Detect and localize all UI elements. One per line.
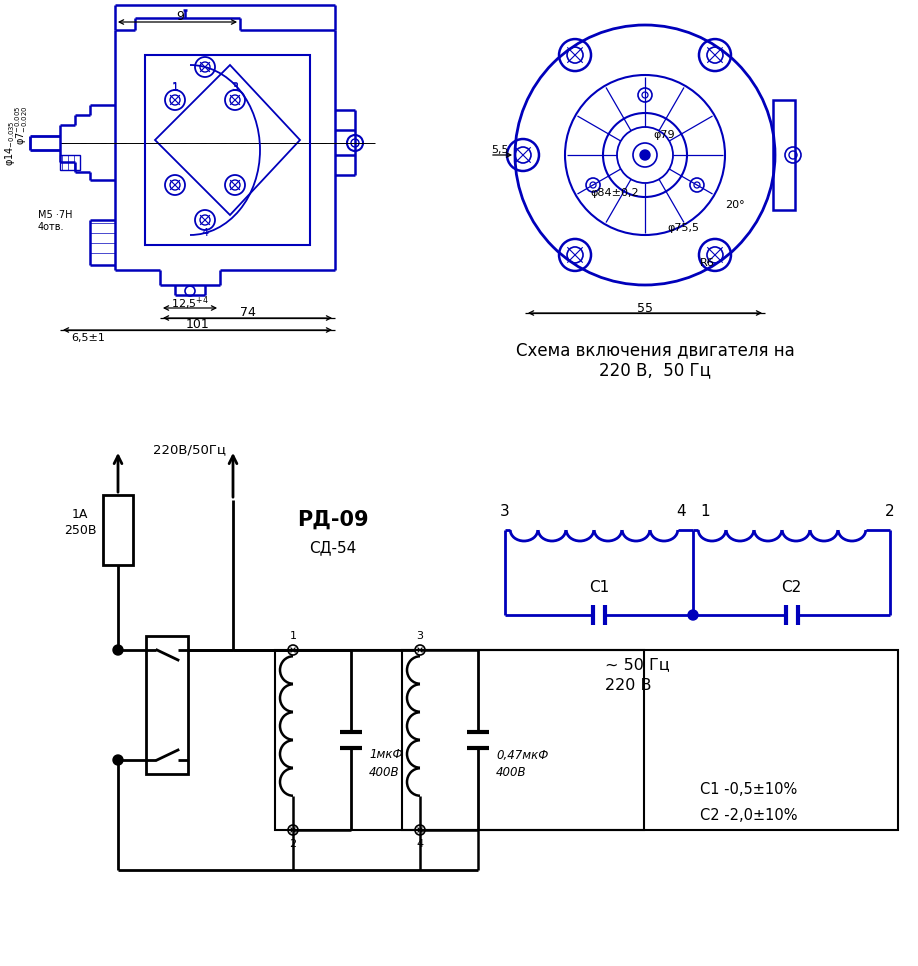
Circle shape — [113, 755, 123, 765]
Text: φ75,5: φ75,5 — [667, 223, 699, 233]
Text: 1А: 1А — [72, 508, 88, 522]
Text: 1: 1 — [172, 82, 178, 92]
Text: φ14$_{-0.035}$: φ14$_{-0.035}$ — [3, 120, 17, 166]
Text: 4: 4 — [201, 228, 208, 238]
Text: 1: 1 — [700, 504, 710, 520]
Text: 2: 2 — [289, 839, 297, 849]
Text: С1 -0,5±10%: С1 -0,5±10% — [700, 782, 797, 798]
Text: 220 В: 220 В — [605, 677, 652, 693]
Circle shape — [415, 645, 425, 655]
Bar — [402, 650, 898, 830]
Circle shape — [640, 150, 650, 160]
Text: 400В: 400В — [369, 765, 399, 779]
Circle shape — [415, 825, 425, 835]
Text: 1: 1 — [289, 631, 297, 641]
Text: C2: C2 — [781, 580, 801, 594]
Text: ~ 50 Гц: ~ 50 Гц — [605, 658, 670, 672]
Bar — [145, 55, 310, 245]
Bar — [60, 155, 80, 170]
Text: 2: 2 — [885, 504, 895, 520]
Text: 220В/50Гц: 220В/50Гц — [153, 443, 226, 457]
Text: 3: 3 — [231, 83, 239, 93]
Bar — [146, 636, 188, 774]
Text: 12,5$^{+4}$: 12,5$^{+4}$ — [171, 295, 209, 312]
Text: φ7$_{-0.020}^{-0.005}$: φ7$_{-0.020}^{-0.005}$ — [14, 105, 30, 145]
Text: 6,5±1: 6,5±1 — [71, 333, 105, 343]
Text: C1: C1 — [588, 580, 610, 594]
Text: СД-54: СД-54 — [309, 541, 356, 555]
Text: 0,47мкФ: 0,47мкФ — [496, 749, 548, 761]
Text: 1мкФ: 1мкФ — [369, 749, 403, 761]
Text: φ84±0,2: φ84±0,2 — [590, 188, 639, 198]
Text: 1: 1 — [172, 83, 178, 93]
Text: R6: R6 — [700, 258, 714, 268]
Text: С2 -2,0±10%: С2 -2,0±10% — [700, 808, 798, 822]
Text: φ79: φ79 — [653, 130, 675, 140]
Circle shape — [113, 645, 123, 655]
Text: 20°: 20° — [725, 200, 744, 210]
Circle shape — [688, 610, 698, 620]
Text: 5,5: 5,5 — [491, 145, 509, 155]
Text: 74: 74 — [241, 306, 256, 320]
Text: 4: 4 — [417, 839, 423, 849]
Bar — [275, 650, 644, 830]
Text: 9: 9 — [176, 11, 184, 23]
Text: 4отв.: 4отв. — [38, 222, 64, 232]
Text: РД-09: РД-09 — [297, 510, 369, 530]
Text: 55: 55 — [637, 301, 653, 315]
Bar — [773, 100, 795, 210]
Text: Схема включения двигателя на: Схема включения двигателя на — [516, 341, 794, 359]
Text: 400В: 400В — [496, 765, 527, 779]
Text: М5 ·7Н: М5 ·7Н — [38, 210, 73, 220]
Text: 3: 3 — [500, 504, 509, 520]
Bar — [103, 495, 133, 565]
Text: 250В: 250В — [63, 524, 96, 536]
Text: 220 В,  50 Гц: 220 В, 50 Гц — [599, 361, 711, 379]
Text: 4: 4 — [677, 504, 686, 520]
Text: 101: 101 — [186, 319, 210, 331]
Text: 3: 3 — [417, 631, 423, 641]
Circle shape — [288, 645, 298, 655]
Text: 3: 3 — [231, 82, 239, 92]
Circle shape — [288, 825, 298, 835]
